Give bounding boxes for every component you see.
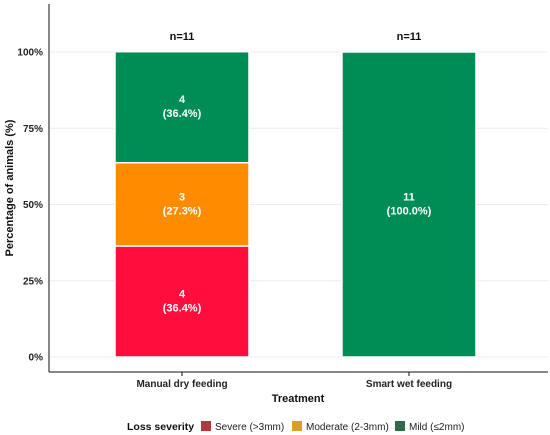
legend-label: Moderate (2-3mm) [306,422,389,433]
n-label: n=11 [170,31,195,43]
y-tick-label: 50% [23,200,43,211]
x-tick-label: Smart wet feeding [366,379,452,390]
y-tick-label: 75% [23,124,43,135]
x-tick-label: Manual dry feeding [136,379,227,390]
legend-swatch [201,421,211,431]
y-tick-label: 100% [17,48,43,59]
legend-label: Severe (>3mm) [215,422,284,433]
bars [114,50,477,358]
legend-swatch [395,421,405,431]
data-label: 11 (100.0%) [387,192,432,218]
data-labels: 4 (36.4%) 3 (27.3%) 4 (36.4%) n=11 11 (100.0%) n=… [163,31,432,314]
axes: 0% 25% 50% 75% 100% Manual dry feeding Smart w… [17,4,548,390]
bar-segment [114,245,250,358]
legend-title: Loss severity [127,421,194,433]
y-axis-title: Percentage of animals (%) [4,119,16,256]
y-tick-label: 25% [23,276,43,287]
data-label: 3 (27.3%) [163,191,202,217]
bar-segment [114,161,250,247]
legend-swatch [292,421,302,431]
legend-label: Mild (≤2mm) [409,422,464,433]
n-label: n=11 [397,31,422,43]
y-tick-label: 0% [29,353,44,364]
bar-segment [114,50,250,164]
data-label: 4 (36.4%) [163,288,202,314]
legend: Loss severity Severe (>3mm) Moderate (2-3… [127,421,464,433]
bar-segment [341,51,477,358]
data-label: 4 (36.4%) [163,94,202,120]
x-axis-title: Treatment [272,393,325,405]
